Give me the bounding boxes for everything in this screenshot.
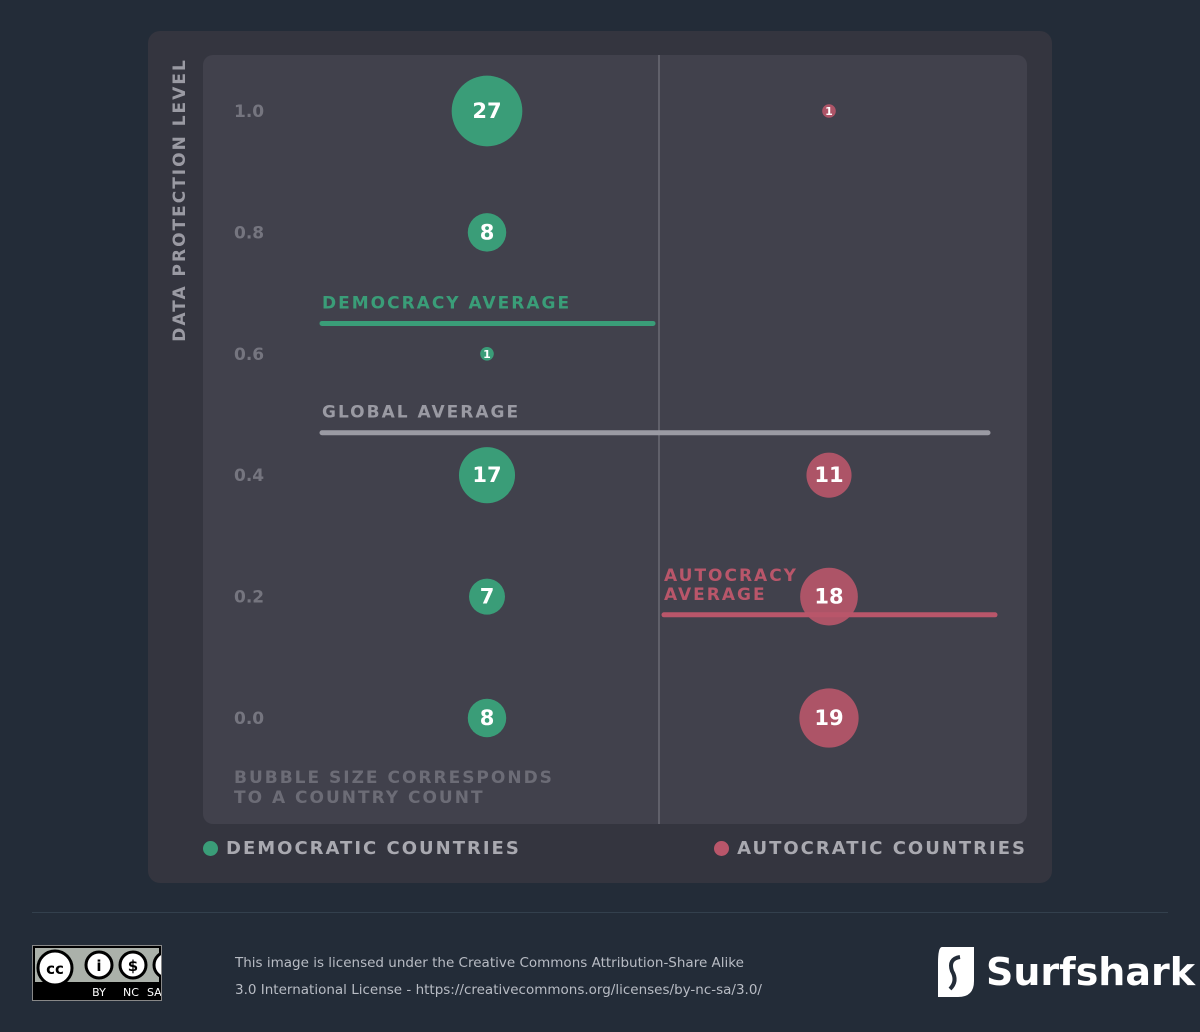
bubble-label: 1: [825, 105, 833, 118]
legend-dot: [714, 841, 730, 856]
legend-democratic: DEMOCRATIC COUNTRIES: [203, 838, 521, 859]
bubble: [451, 75, 523, 147]
average-label: AUTOCRACY: [664, 566, 798, 586]
surfshark-logo: Surfshark®: [934, 945, 1200, 999]
bubble-label: 19: [814, 706, 843, 730]
bubble: [469, 578, 505, 615]
average-label: AVERAGE: [664, 585, 767, 605]
cc-license-badge: cc i $ BY NC SA: [32, 945, 182, 1001]
cc-by: BY: [92, 986, 106, 999]
svg-text:cc: cc: [46, 960, 64, 978]
bubble: [799, 688, 859, 748]
legend-dot: [203, 841, 218, 856]
average-label: DEMOCRACY AVERAGE: [322, 293, 571, 313]
bubble: [458, 447, 516, 504]
brand-name: Surfshark: [986, 950, 1196, 994]
bubble-label: 8: [480, 220, 495, 244]
license-line: This image is licensed under the Creativ…: [235, 955, 744, 971]
bubble: [806, 452, 852, 498]
bubble: [800, 567, 858, 626]
y-tick-label: 0.4: [234, 466, 264, 486]
bubble-label: 8: [480, 706, 495, 730]
note-line: TO A COUNTRY COUNT: [234, 788, 485, 808]
bubble-label: 1: [483, 348, 491, 361]
cc-nc: NC: [123, 986, 139, 999]
cc-sa: SA: [147, 986, 161, 999]
y-tick-label: 0.0: [234, 709, 264, 729]
divider: [32, 912, 1168, 913]
bubble: [467, 213, 507, 252]
y-tick-label: 0.8: [234, 223, 264, 243]
bubble: [822, 104, 836, 118]
bubble-chart: 1.0 0.8 0.6 0.4 0.2 0.0 DEMOCRACY AVERAGE GLOBA…: [203, 55, 1027, 824]
note-line: BUBBLE SIZE CORRESPONDS: [234, 768, 554, 788]
bubble-label: 17: [472, 463, 501, 487]
bubble-size-note: BUBBLE SIZE CORRESPONDS TO A COUNTRY COUN…: [234, 768, 554, 808]
legend-label: DEMOCRATIC COUNTRIES: [226, 838, 521, 859]
bubble-label: 11: [814, 463, 843, 487]
legend-autocratic: AUTOCRATIC COUNTRIES: [714, 838, 1027, 859]
y-tick-label: 1.0: [234, 102, 264, 122]
y-axis-label: DATA PROTECTION LEVEL: [170, 58, 190, 342]
y-tick-label: 0.6: [234, 345, 264, 365]
average-label: GLOBAL AVERAGE: [322, 403, 520, 423]
svg-text:$: $: [128, 957, 138, 975]
bubble: [467, 698, 507, 738]
bubble-label: 7: [480, 585, 495, 609]
svg-text:i: i: [96, 957, 101, 975]
license-text: This image is licensed under the Creativ…: [235, 950, 762, 1004]
surfshark-icon: [938, 947, 974, 997]
bubble: [480, 347, 494, 361]
bubble-label: 18: [814, 585, 843, 609]
y-tick-label: 0.2: [234, 588, 264, 608]
plot-area: [203, 55, 1027, 824]
legend-label: AUTOCRATIC COUNTRIES: [737, 838, 1027, 859]
bubble-label: 27: [472, 99, 501, 123]
license-link[interactable]: 3.0 International License - https://crea…: [235, 982, 762, 998]
